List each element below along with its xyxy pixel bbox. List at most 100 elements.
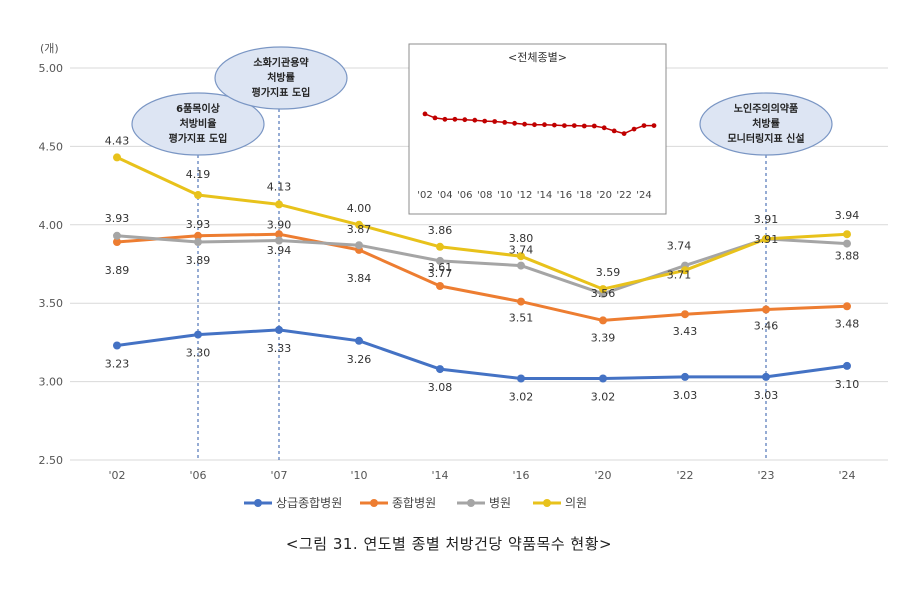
legend-item: 병원	[457, 496, 511, 510]
data-point	[355, 241, 363, 250]
x-tick-label: '06	[189, 469, 206, 482]
inset-x-tick: '04	[437, 190, 452, 201]
data-label: 3.03	[673, 389, 698, 402]
inset-point	[512, 120, 517, 126]
data-labels: 3.23 3.30 3.33 3.26 3.08 3.02 3.02 3.03 3.03 3.10…	[105, 134, 860, 403]
data-point	[599, 285, 607, 294]
inset-point	[422, 111, 428, 117]
data-label: 3.51	[509, 312, 534, 325]
data-point	[843, 302, 851, 311]
data-label: 3.77	[428, 267, 453, 280]
data-label: 3.48	[835, 317, 860, 330]
inset-point	[631, 126, 637, 132]
callout-ellipse	[131, 92, 265, 156]
data-label: 3.74	[509, 244, 534, 257]
inset-point	[651, 123, 657, 128]
y-tick-label: 3.50	[39, 297, 64, 310]
inset-point	[542, 122, 547, 128]
inset-point	[502, 120, 508, 125]
x-tick-label: '14	[431, 469, 448, 482]
data-label: 4.13	[267, 180, 292, 193]
data-label: 3.02	[591, 391, 616, 404]
inset-point	[621, 131, 627, 137]
callout-text: 6품목이상	[176, 102, 221, 115]
inset-point	[452, 116, 458, 122]
legend-item: 종합병원	[360, 496, 436, 510]
inset-x-tick: '10	[497, 190, 512, 201]
inset-point	[432, 115, 438, 121]
data-point	[517, 261, 525, 270]
data-label: 3.10	[835, 378, 860, 391]
series-group	[113, 153, 851, 383]
inset-x-tick: '24	[636, 190, 651, 201]
data-label: 3.30	[186, 347, 211, 360]
callout-text: 소화기관용약	[253, 56, 309, 69]
inset-point	[581, 123, 587, 129]
inset-x-tick: '16	[557, 190, 572, 201]
x-tick-label: '24	[838, 469, 855, 482]
data-label: 4.43	[105, 134, 130, 147]
x-axis-ticks: '02 '06 '07 '10 '14 '16 '20 '22 '23 '24	[108, 469, 855, 482]
data-label: 4.00	[347, 202, 372, 215]
legend-label: 종합병원	[392, 496, 436, 510]
data-point	[275, 230, 283, 239]
data-label: 3.26	[347, 353, 372, 366]
callout-text: 처방률	[752, 117, 780, 130]
callout-text: 평가지표 도입	[169, 132, 228, 145]
figure-caption: <그림 31. 연도별 종별 처방건당 약품목수 현황>	[285, 535, 613, 553]
series-line	[116, 156, 848, 291]
legend-swatch-dot	[467, 499, 475, 507]
data-point	[194, 231, 202, 240]
inset-point	[562, 123, 567, 128]
inset-chart: <전체종별> '02 '04 '06 '08 '10 '12 '14 '16 '18 '20 '22 '…	[408, 43, 667, 215]
data-label: 3.91	[754, 233, 779, 246]
data-label: 3.87	[347, 223, 372, 236]
data-point	[843, 230, 851, 239]
callout-text: 처방률	[267, 71, 295, 84]
inset-point	[462, 117, 468, 123]
legend-swatch-dot	[370, 499, 378, 507]
y-tick-label: 3.00	[39, 376, 64, 389]
data-point	[517, 297, 525, 306]
legend: 상급종합병원 종합병원 병원 의원	[244, 496, 587, 510]
data-label: 3.74	[667, 240, 692, 253]
data-point	[681, 310, 689, 319]
legend-swatch-dot	[254, 499, 262, 507]
data-label: 3.56	[591, 287, 616, 300]
data-point	[194, 238, 202, 246]
data-label: 3.89	[105, 264, 130, 277]
data-point	[681, 266, 689, 275]
data-label: 3.23	[105, 358, 130, 371]
data-point	[762, 372, 770, 381]
data-point	[113, 238, 121, 246]
callout-text: 처방비율	[180, 117, 217, 130]
data-point	[517, 252, 525, 261]
y-tick-label: 4.00	[39, 219, 64, 232]
data-label: 3.80	[509, 232, 534, 245]
data-point	[436, 242, 444, 251]
inset-x-tick: '22	[616, 190, 631, 201]
inset-x-tick: '12	[517, 190, 532, 201]
y-tick-label: 5.00	[39, 62, 64, 75]
data-point	[194, 330, 202, 339]
legend-item: 의원	[533, 496, 587, 510]
data-label: 3.88	[835, 250, 860, 263]
legend-swatch-dot	[543, 499, 551, 507]
x-tick-label: '07	[270, 469, 287, 482]
data-label: 3.91	[754, 213, 779, 226]
inset-point	[442, 116, 448, 122]
callout-ellipse	[214, 46, 348, 110]
data-point	[113, 153, 121, 162]
data-point	[113, 341, 121, 350]
inset-point	[591, 123, 597, 129]
data-label: 3.02	[509, 391, 534, 404]
y-axis-ticks: 2.50 3.00 3.50 4.00 4.50 5.00	[39, 62, 64, 467]
data-point	[681, 372, 689, 381]
data-label: 3.59	[596, 266, 621, 279]
x-tick-label: '23	[757, 469, 774, 482]
inset-point	[641, 123, 647, 128]
legend-item: 상급종합병원	[244, 496, 342, 510]
x-tick-label: '16	[512, 469, 529, 482]
